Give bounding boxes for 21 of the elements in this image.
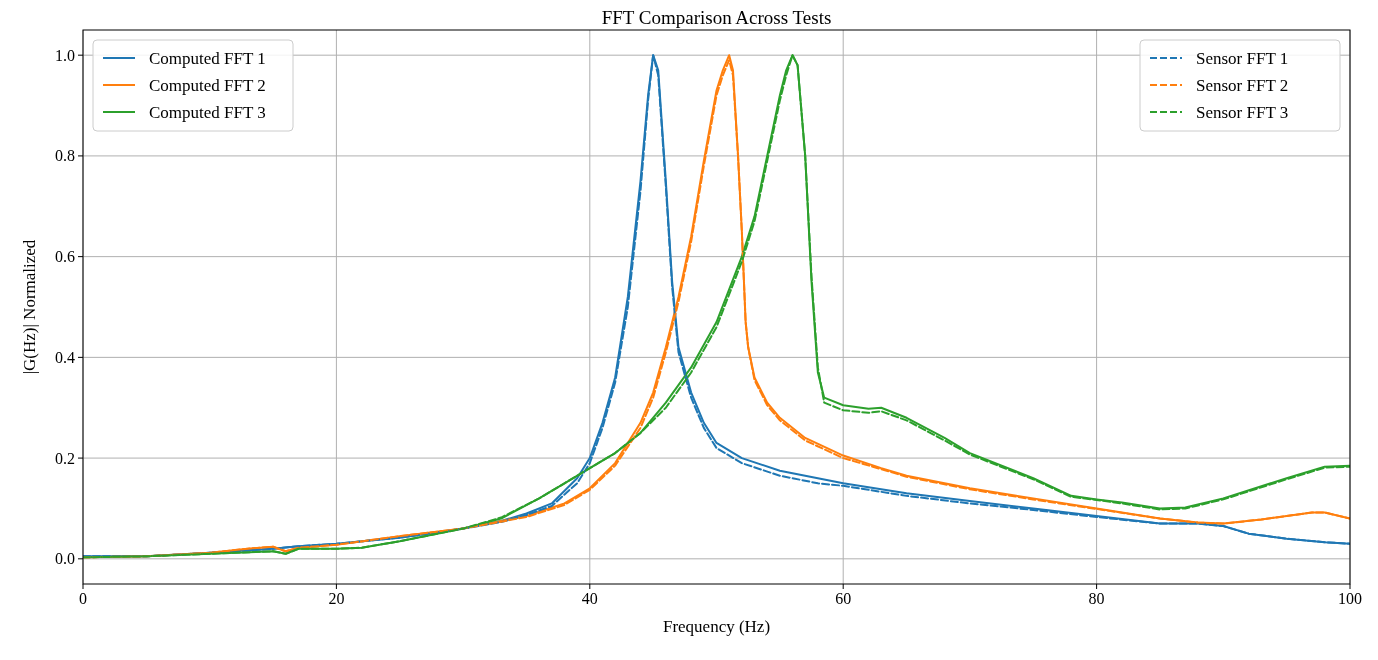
x-tick-label: 40	[581, 590, 598, 607]
y-tick-label: 0.8	[55, 147, 75, 165]
legend-label: Sensor FFT 1	[1196, 48, 1289, 68]
x-axis-title: Frequency (Hz)	[662, 617, 771, 636]
legend-label: Computed FFT 2	[149, 75, 266, 95]
y-tick-label: 0.0	[55, 550, 75, 568]
y-axis-title: |G(Hz)| Normalized	[20, 239, 39, 375]
legend-label: Computed FFT 3	[149, 102, 266, 122]
y-tick-label: 0.2	[55, 449, 75, 467]
x-tick-label: 0	[79, 590, 87, 607]
y-tick-label: 0.4	[55, 348, 75, 366]
legend-label: Sensor FFT 3	[1196, 102, 1289, 122]
x-tick-label: 60	[835, 590, 852, 607]
legend-label: Sensor FFT 2	[1196, 75, 1289, 95]
x-tick-label: 80	[1088, 590, 1105, 607]
legend-label: Computed FFT 1	[149, 48, 266, 68]
x-tick-label: 20	[328, 590, 345, 607]
chart-title: FFT Comparison Across Tests	[601, 7, 832, 28]
y-tick-label: 0.6	[55, 248, 75, 266]
x-tick-label: 100	[1338, 590, 1362, 607]
y-tick-label: 1.0	[55, 46, 75, 64]
